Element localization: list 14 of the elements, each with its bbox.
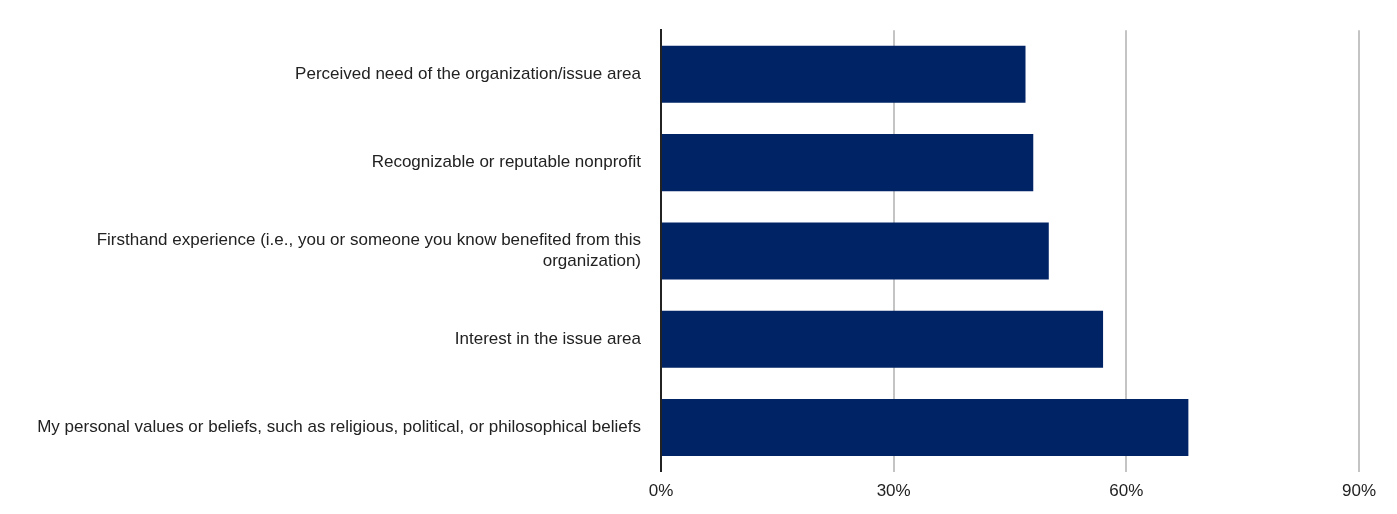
x-tick-label: 90%	[1341, 481, 1377, 501]
x-tick-label: 60%	[1109, 481, 1144, 501]
x-tick-label: 30%	[876, 481, 911, 501]
y-tick-label: Perceived need of the organization/issue area	[295, 64, 642, 84]
y-tick-label: Firsthand experience (i.e., you or someone you know benefited from this organization)	[96, 230, 641, 270]
bar	[662, 45, 1026, 103]
x-tick-label: 0%	[648, 481, 674, 501]
y-tick-label: Recognizable or reputable nonprofit	[371, 152, 642, 172]
bar	[662, 310, 1104, 368]
bar	[662, 398, 1189, 456]
bar	[662, 222, 1049, 280]
y-tick-label: My personal values or beliefs, such as religious, political, or philosophical beliefs	[37, 417, 641, 437]
y-tick-label: Interest in the issue area	[454, 328, 642, 348]
bar	[662, 134, 1034, 192]
